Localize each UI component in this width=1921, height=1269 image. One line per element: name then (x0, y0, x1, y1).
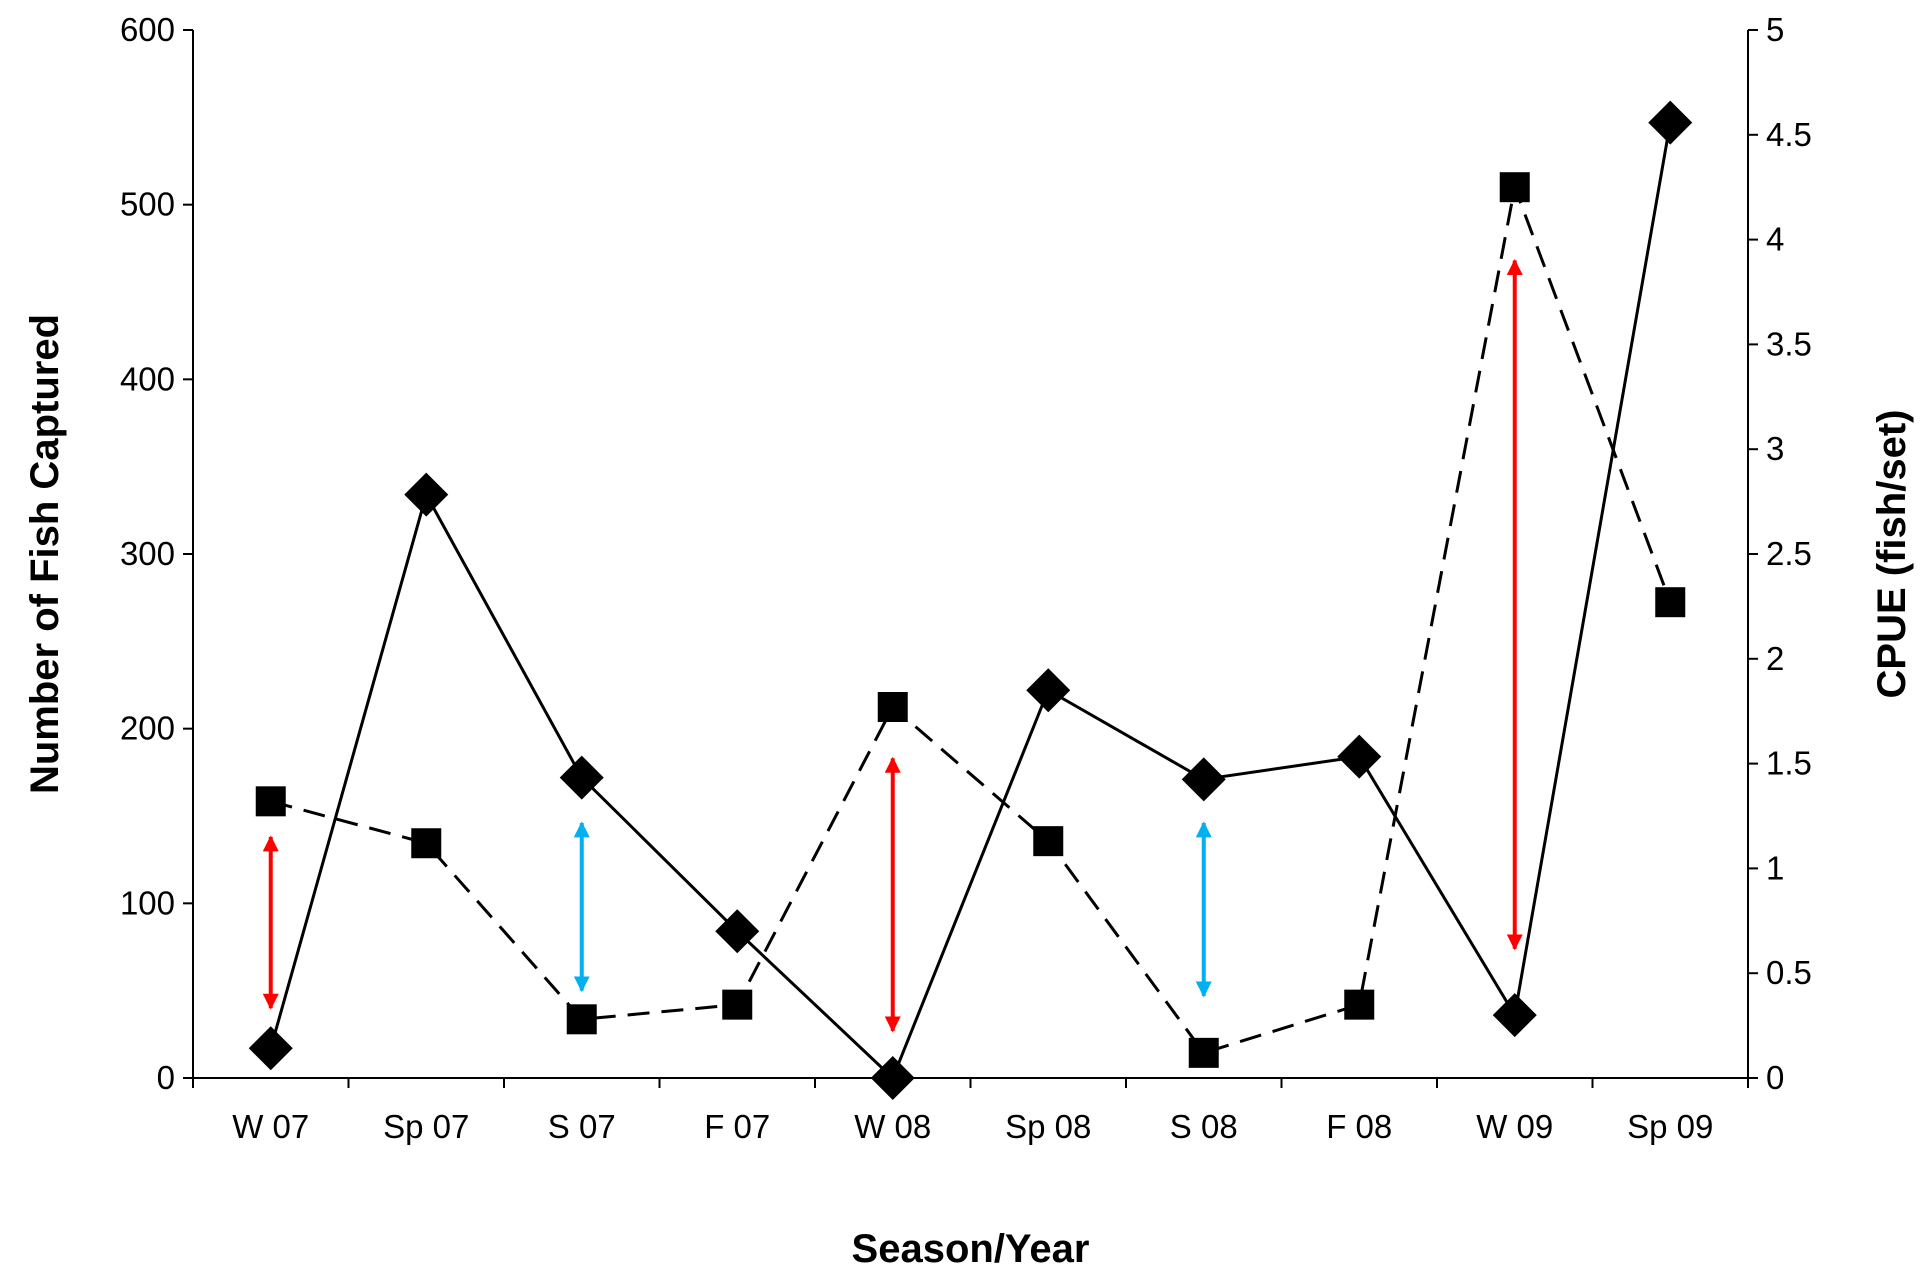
y2-tick-label: 0.5 (1766, 954, 1812, 991)
y2-tick-label: 3.5 (1766, 325, 1812, 362)
y-axis-title: Number of Fish Captured (23, 314, 67, 794)
series-1-point (1181, 757, 1226, 802)
y2-tick-label: 4.5 (1766, 116, 1812, 153)
y-tick-label: 400 (120, 360, 175, 397)
x-tick-label: F 08 (1326, 1108, 1392, 1145)
series-1-point (870, 1056, 915, 1100)
y2-tick-label: 3 (1766, 430, 1784, 467)
x-tick-label: Sp 09 (1627, 1108, 1713, 1145)
y2-tick-label: 2.5 (1766, 535, 1812, 572)
series-lines (269, 122, 1672, 1081)
y2-tick-label: 0 (1766, 1059, 1784, 1096)
y-tick-label: 200 (120, 710, 175, 747)
series-2-point (566, 1004, 597, 1035)
y2-tick-label: 2 (1766, 640, 1784, 677)
x-tick-label: W 07 (232, 1108, 309, 1145)
axes: 0 100 200 300 400 500 600 0 0.5 1 1.5 2 2.5 3 3.5 4 4.5 5… (120, 11, 1812, 1145)
series-2-point (411, 828, 442, 859)
y2-axis-title: CPUE (fish/set) (1870, 410, 1914, 699)
y2-tick-label: 4 (1766, 221, 1784, 258)
y-tick-label: 0 (157, 1059, 175, 1096)
series-1-point (1026, 668, 1071, 713)
x-tick-label: S 08 (1170, 1108, 1238, 1145)
series-2-point (722, 989, 753, 1020)
x-axis-title: Season/Year (852, 1227, 1090, 1269)
x-tick-label: S 07 (548, 1108, 616, 1145)
series-1-point (715, 909, 760, 954)
series-1-point (1492, 993, 1537, 1038)
annotations (262, 258, 1523, 1033)
y2-tick-label: 1 (1766, 849, 1784, 886)
x-tick-label: W 08 (854, 1108, 931, 1145)
series-1-point (559, 755, 604, 800)
series-2-point (1499, 172, 1530, 203)
series-1-point (1648, 100, 1693, 145)
y2-tick-label: 1.5 (1766, 745, 1812, 782)
series-2-point (1033, 826, 1064, 857)
y-tick-label: 500 (120, 186, 175, 223)
x-tick-label: Sp 08 (1005, 1108, 1091, 1145)
x-tick-label: F 07 (704, 1108, 770, 1145)
series-markers (248, 100, 1693, 1100)
series-1-line (269, 122, 1672, 1081)
y-tick-label: 100 (120, 884, 175, 921)
series-2-point (1344, 989, 1375, 1020)
series-2-point (877, 692, 908, 723)
x-tick-label: W 09 (1476, 1108, 1553, 1145)
series-1-point (248, 1026, 293, 1071)
series-1-point (1337, 734, 1382, 779)
y2-tick-label: 5 (1766, 11, 1784, 48)
y-tick-label: 600 (120, 11, 175, 48)
series-1-point (404, 472, 449, 517)
series-2-point (1188, 1037, 1219, 1068)
series-2-line (270, 181, 1672, 1055)
x-tick-label: Sp 07 (383, 1108, 469, 1145)
series-2-point (1655, 587, 1686, 618)
series-2-point (255, 786, 286, 817)
y-tick-label: 300 (120, 535, 175, 572)
